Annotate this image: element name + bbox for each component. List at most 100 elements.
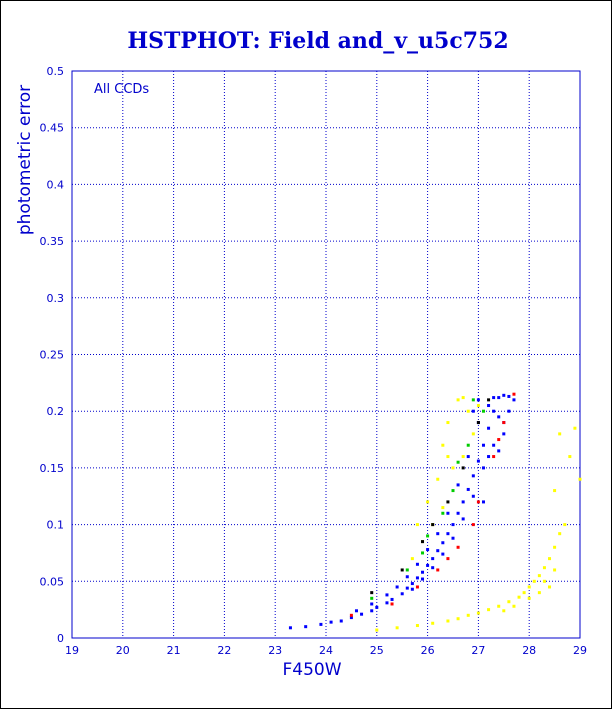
data-point	[471, 494, 475, 498]
y-tick-label: 0.45	[40, 122, 65, 135]
data-point	[481, 409, 485, 413]
data-point	[481, 443, 485, 447]
data-point	[451, 536, 455, 540]
data-point	[319, 622, 323, 626]
data-point	[385, 593, 389, 597]
data-point	[487, 608, 491, 612]
data-point	[461, 466, 465, 470]
x-tick-label: 24	[319, 644, 333, 657]
data-point	[476, 404, 480, 408]
data-point	[426, 548, 430, 552]
data-point	[415, 624, 419, 628]
data-point	[542, 579, 546, 583]
data-point	[370, 609, 374, 613]
data-point	[573, 426, 577, 430]
x-tick-label: 29	[573, 644, 587, 657]
data-point	[502, 432, 506, 436]
data-point	[512, 392, 516, 396]
data-point	[415, 523, 419, 527]
data-point	[426, 563, 430, 567]
data-point	[502, 609, 506, 613]
data-point	[471, 432, 475, 436]
data-point	[497, 415, 501, 419]
y-tick-label: 0.1	[47, 519, 65, 532]
annotation-label: All CCDs	[94, 82, 149, 97]
data-point	[390, 597, 394, 601]
data-point	[548, 557, 552, 561]
data-point	[512, 604, 516, 608]
data-point	[492, 455, 496, 459]
data-point	[349, 613, 353, 617]
data-point	[405, 586, 409, 590]
data-point	[476, 421, 480, 425]
data-point	[405, 575, 409, 579]
x-tick-label: 20	[116, 644, 130, 657]
data-point	[522, 591, 526, 595]
x-tick-label: 19	[65, 644, 79, 657]
data-point	[487, 455, 491, 459]
data-point	[527, 585, 531, 589]
y-tick-label: 0	[57, 632, 64, 645]
data-point	[481, 500, 485, 504]
data-point	[446, 500, 450, 504]
data-point	[441, 552, 445, 556]
x-tick-label: 22	[217, 644, 231, 657]
data-point	[527, 596, 531, 600]
data-point	[441, 511, 445, 515]
data-point	[441, 443, 445, 447]
data-point	[517, 595, 521, 599]
data-point	[456, 460, 460, 464]
data-point	[497, 438, 501, 442]
data-point	[558, 432, 562, 436]
data-point	[487, 398, 491, 402]
data-point	[471, 398, 475, 402]
data-point	[415, 576, 419, 580]
y-tick-label: 0.05	[40, 575, 65, 588]
data-point	[375, 605, 379, 609]
data-point	[497, 449, 501, 453]
data-point	[481, 466, 485, 470]
data-point	[492, 409, 496, 413]
data-point	[558, 532, 562, 536]
data-point	[461, 455, 465, 459]
data-point	[421, 577, 425, 581]
data-point	[553, 489, 557, 493]
data-point	[476, 398, 480, 402]
y-axis-label: photometric error	[15, 85, 35, 235]
data-point	[553, 545, 557, 549]
data-point	[329, 620, 333, 624]
data-point	[288, 626, 292, 630]
data-point	[461, 500, 465, 504]
x-tick-labels: 19 20 21 22 23 24 25 26 27 28 29	[65, 644, 587, 657]
data-point	[410, 557, 414, 561]
data-point	[553, 568, 557, 572]
data-point	[446, 421, 450, 425]
data-point	[421, 551, 425, 555]
data-point	[349, 616, 353, 620]
data-point	[507, 409, 511, 413]
data-point	[461, 517, 465, 521]
data-point	[446, 557, 450, 561]
data-point	[446, 619, 450, 623]
chart-title: HSTPHOT: Field and_v_u5c752	[127, 28, 508, 54]
data-point	[471, 409, 475, 413]
data-point	[487, 404, 491, 408]
data-point	[410, 587, 414, 591]
data-point	[390, 602, 394, 606]
grid	[72, 71, 580, 638]
data-point	[456, 398, 460, 402]
data-point	[502, 393, 506, 397]
data-point	[410, 582, 414, 586]
data-point	[446, 532, 450, 536]
y-tick-label: 0.35	[40, 235, 65, 248]
data-point	[431, 621, 435, 625]
data-point	[415, 585, 419, 589]
y-tick-label: 0.4	[47, 178, 65, 191]
data-point	[436, 532, 440, 536]
data-point	[415, 562, 419, 566]
data-point	[476, 611, 480, 615]
data-point	[441, 506, 445, 510]
data-point	[466, 487, 470, 491]
data-point	[542, 566, 546, 570]
data-point	[532, 579, 536, 583]
